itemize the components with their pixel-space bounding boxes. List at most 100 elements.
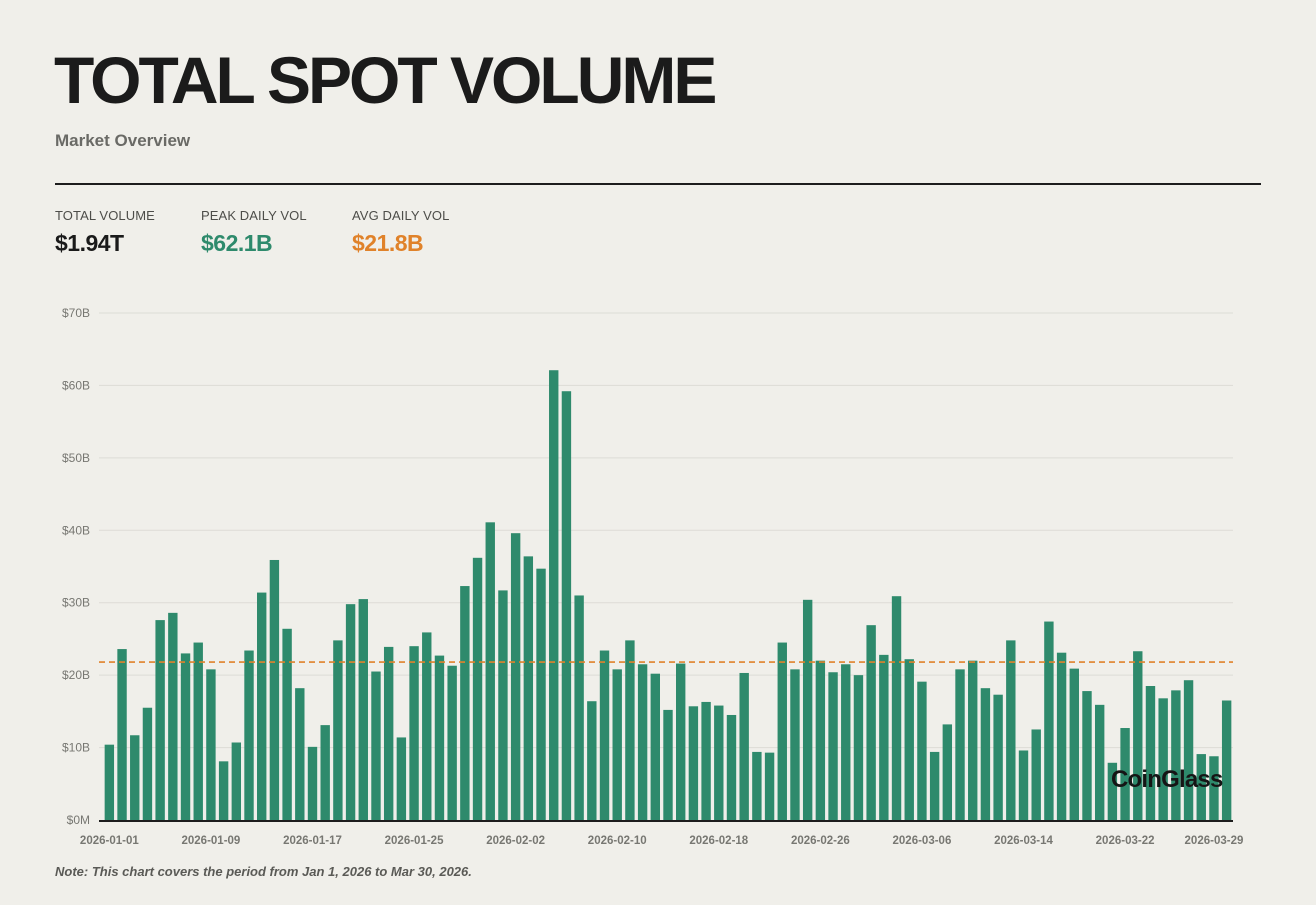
bar — [206, 669, 216, 820]
bar — [1209, 756, 1219, 820]
bar — [1044, 621, 1054, 820]
coinglass-watermark: CoinGlass — [1111, 766, 1223, 793]
bar — [371, 671, 381, 820]
x-tick-label: 2026-03-22 — [1096, 835, 1155, 847]
bar — [231, 742, 242, 820]
bar — [244, 650, 254, 820]
bar — [993, 694, 1003, 820]
bar — [866, 625, 876, 820]
bar — [218, 761, 229, 820]
bar — [828, 672, 838, 820]
bar — [1056, 652, 1067, 820]
bar — [574, 595, 584, 820]
bar — [142, 707, 153, 820]
bar — [701, 701, 711, 820]
x-tick-label: 2026-03-06 — [893, 835, 952, 847]
bar — [739, 672, 749, 820]
bar — [498, 590, 508, 820]
bar — [447, 665, 457, 820]
bar — [1171, 690, 1181, 820]
bar — [295, 688, 305, 820]
bar — [853, 675, 864, 820]
stat-avg-daily-vol: AVG DAILY VOL $21.8B — [352, 208, 449, 257]
bar — [917, 681, 927, 820]
bar — [333, 640, 343, 820]
bar — [561, 391, 572, 820]
bar — [841, 664, 851, 820]
stat-total-volume: TOTAL VOLUME $1.94T — [55, 208, 155, 257]
x-tick-label: 2026-01-09 — [182, 835, 241, 847]
x-tick-label: 2026-02-18 — [689, 835, 748, 847]
bar — [1221, 700, 1232, 820]
y-tick-label: $30B — [62, 596, 90, 610]
bar — [650, 673, 661, 820]
bar — [1145, 686, 1156, 820]
x-tick-label: 2026-01-17 — [283, 835, 342, 847]
stat-value: $21.8B — [352, 230, 424, 256]
bar — [637, 664, 648, 820]
chart-note: Note: This chart covers the period from … — [55, 864, 472, 879]
bar — [1158, 698, 1168, 820]
stat-peak-daily-vol: PEAK DAILY VOL $62.1B — [201, 208, 307, 257]
bar — [117, 649, 127, 820]
bar — [1006, 640, 1016, 820]
bar — [193, 642, 203, 820]
bar — [599, 650, 610, 820]
bar — [422, 632, 432, 820]
bar — [1120, 728, 1130, 820]
bar — [1183, 680, 1194, 820]
y-tick-label: $10B — [62, 741, 90, 755]
bar — [955, 669, 965, 820]
bar — [764, 752, 775, 820]
bar — [968, 660, 978, 820]
bar — [383, 646, 394, 820]
stat-value: $1.94T — [55, 230, 124, 256]
bar — [1196, 754, 1206, 820]
bar — [269, 559, 280, 820]
bar — [1133, 651, 1143, 820]
bar — [257, 592, 267, 820]
volume-bar-chart: $0M $10B $20B $30B $40B $50B $60B $70B 2026-01-0… — [62, 306, 1244, 847]
stat-label: PEAK DAILY VOL — [201, 208, 307, 223]
bar — [815, 660, 826, 820]
bar — [726, 714, 737, 820]
bar — [1082, 691, 1092, 820]
bar — [879, 654, 889, 820]
bar — [130, 735, 140, 820]
bar — [104, 744, 115, 820]
bar — [904, 659, 914, 820]
bar — [485, 522, 495, 820]
bar — [345, 604, 356, 820]
bar — [549, 370, 559, 820]
x-tick-label: 2026-02-10 — [588, 835, 647, 847]
bar — [752, 751, 762, 820]
bar — [714, 705, 724, 820]
page-title: TOTAL SPOT VOLUME — [54, 43, 717, 117]
bar — [409, 646, 419, 820]
bar — [663, 709, 673, 820]
bar — [675, 663, 686, 820]
bar — [1094, 704, 1105, 820]
bar — [929, 751, 940, 820]
bar — [396, 737, 407, 820]
bar — [790, 669, 800, 820]
bar — [320, 725, 330, 820]
bar — [625, 640, 635, 820]
stat-value: $62.1B — [201, 230, 273, 256]
bar — [472, 557, 483, 820]
bar — [802, 599, 813, 820]
bar — [180, 653, 191, 820]
bar — [980, 688, 991, 820]
bar — [460, 586, 470, 820]
stat-label: AVG DAILY VOL — [352, 208, 450, 223]
y-tick-label: $0M — [67, 813, 90, 827]
y-tick-label: $60B — [62, 378, 90, 392]
bar — [434, 655, 445, 820]
bar-layer — [104, 370, 1232, 820]
bar — [891, 596, 902, 820]
header-divider — [55, 183, 1261, 185]
bar — [155, 620, 165, 820]
y-tick-label: $40B — [62, 523, 90, 537]
bar — [358, 599, 368, 820]
x-tick-label: 2026-03-29 — [1185, 835, 1244, 847]
